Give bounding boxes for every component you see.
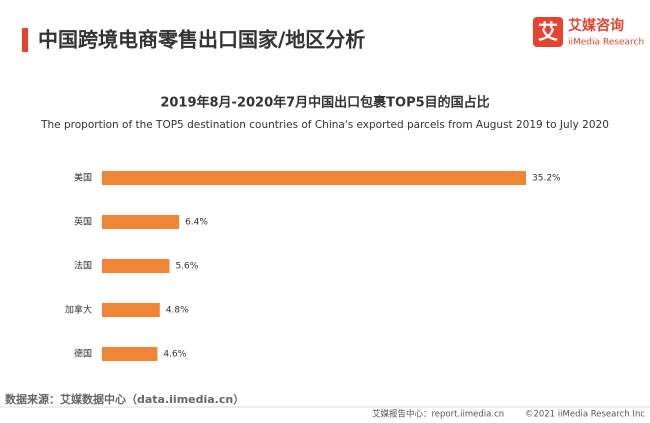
bar xyxy=(102,215,180,229)
logo-mark: 艾 xyxy=(538,20,558,44)
y-tick-label: 美国 xyxy=(74,172,92,184)
page-title: 中国跨境电商零售出口国家/地区分析 xyxy=(38,28,365,52)
y-tick-label: 加拿大 xyxy=(65,304,92,316)
title-accent xyxy=(22,28,28,52)
logo-en: iiMedia Research xyxy=(568,38,644,48)
source: 数据来源：艾媒数据中心（data.iimedia.cn） xyxy=(5,392,244,406)
copyright: ©2021 iiMedia Research Inc xyxy=(525,410,645,420)
y-tick-label: 英国 xyxy=(74,216,92,228)
value-label: 5.6% xyxy=(175,262,198,272)
bar xyxy=(102,171,526,185)
logo-mark-box xyxy=(533,17,563,47)
bar xyxy=(102,303,160,317)
value-label: 4.6% xyxy=(163,350,186,360)
bar xyxy=(102,347,158,361)
report-center: 艾媒报告中心：report.iimedia.cn xyxy=(372,409,504,420)
value-label: 6.4% xyxy=(185,218,208,228)
logo-cn: 艾媒咨询 xyxy=(568,17,624,34)
value-label: 4.8% xyxy=(166,306,189,316)
y-tick-label: 德国 xyxy=(74,348,92,360)
bar xyxy=(102,259,170,273)
chart-title: 2019年8月-2020年7月中国出口包裹TOP5目的国占比 xyxy=(160,95,489,111)
y-tick-label: 法国 xyxy=(74,260,92,272)
chart-subtitle: The proportion of the TOP5 destination c… xyxy=(40,119,609,131)
value-label: 35.2% xyxy=(532,174,561,184)
